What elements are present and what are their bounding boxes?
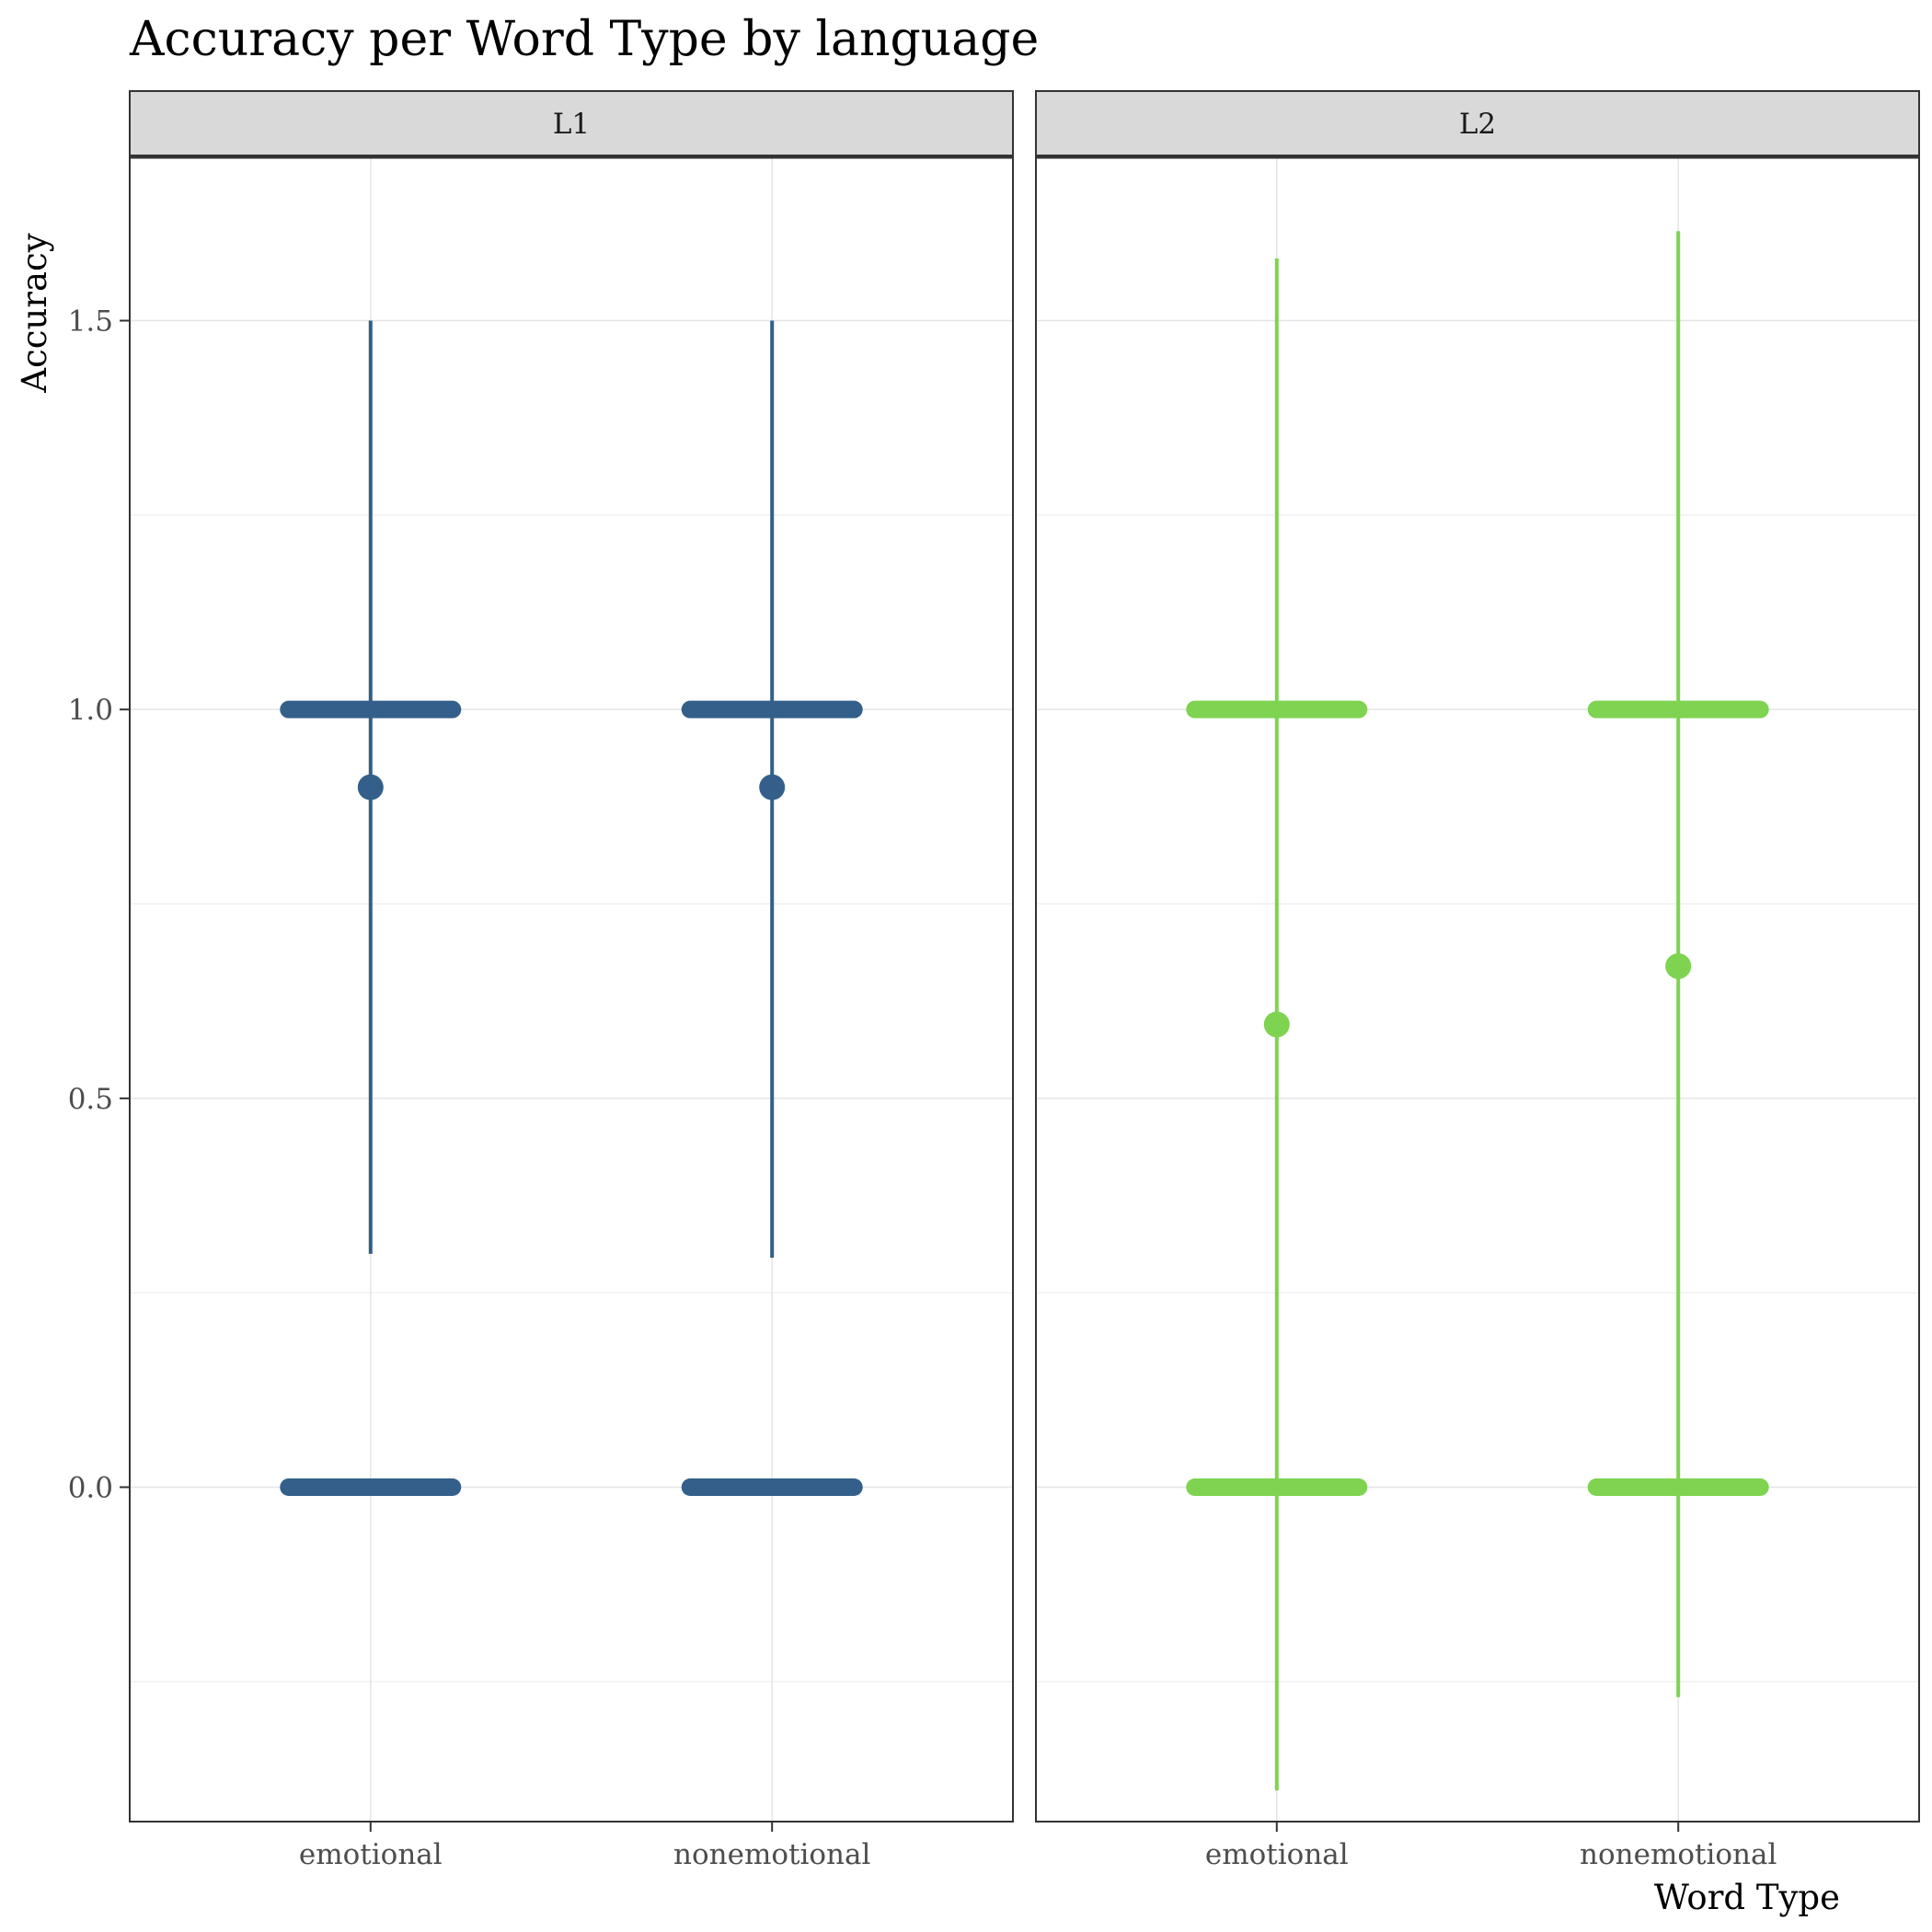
chart-title: Accuracy per Word Type by language <box>129 12 1039 67</box>
series-l2-emotional <box>1186 258 1368 1791</box>
y-tick-label: 1.0 <box>68 694 113 727</box>
y-tick-label: 0.0 <box>68 1472 113 1505</box>
x-tick-label: nonemotional <box>673 1838 870 1871</box>
mean-point <box>759 774 786 800</box>
panel-background <box>1036 157 1919 1822</box>
x-tick-label: emotional <box>1205 1838 1349 1871</box>
panel-l2: L2 emotional nonemotional <box>1035 90 1920 1871</box>
strip-label: L1 <box>553 108 590 141</box>
strip-background <box>129 90 1014 156</box>
y-axis-title: Accuracy <box>15 233 54 393</box>
panel-l1: L1 emotional nonemotional <box>129 90 1014 1871</box>
mean-point <box>1665 953 1692 980</box>
series-l1-nonemotional <box>681 320 863 1497</box>
mean-point <box>1263 1011 1290 1038</box>
strip-background <box>1035 90 1920 156</box>
facet-panels: L1 emotional nonemotional L2 emotional nonemo… <box>68 90 1920 1871</box>
y-tick-label: 0.5 <box>68 1083 113 1116</box>
series-l2-nonemotional <box>1587 231 1769 1697</box>
panel-background <box>130 157 1013 1822</box>
y-axis: 0.0 0.5 1.0 1.5 <box>68 305 130 1505</box>
strip-label: L2 <box>1459 108 1496 141</box>
y-tick-label: 1.5 <box>68 305 113 339</box>
x-axis-title: Word Type <box>1654 1878 1840 1917</box>
series-l1-emotional <box>280 320 462 1497</box>
mean-point <box>357 774 384 800</box>
x-tick-label: nonemotional <box>1580 1838 1777 1871</box>
x-tick-label: emotional <box>299 1838 443 1871</box>
